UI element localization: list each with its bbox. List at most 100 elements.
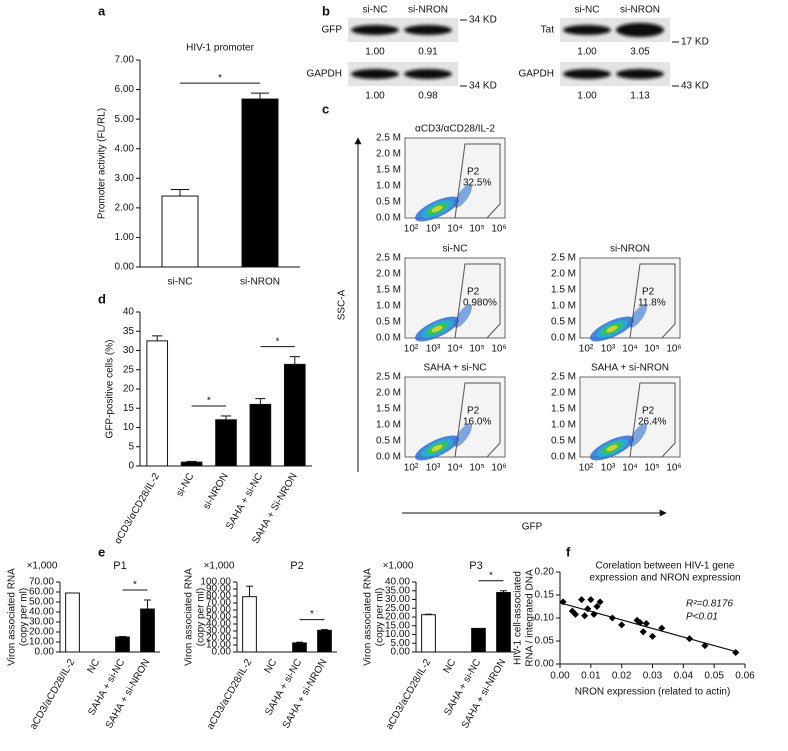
flow-x-tick: 10² bbox=[404, 463, 419, 474]
y-tick-label: 40.00 bbox=[385, 577, 410, 588]
y-tick-label: 30.00 bbox=[385, 594, 410, 605]
x-tick-label: 0.05 bbox=[704, 671, 724, 682]
y-tick-label: 60.00 bbox=[206, 605, 231, 616]
flow-x-tick: 10⁵ bbox=[644, 344, 659, 355]
y-tick-label: 10.00 bbox=[29, 637, 54, 648]
flow-x-tick: 10⁶ bbox=[491, 344, 506, 355]
x-axis-label: NRON expression (related to actin) bbox=[575, 687, 731, 698]
point bbox=[587, 596, 595, 604]
y-tick-label: 100.00 bbox=[200, 577, 231, 588]
density-cloud bbox=[431, 205, 443, 213]
x-tick-label: 0.04 bbox=[674, 671, 694, 682]
y-tick-label: 80.00 bbox=[206, 591, 231, 602]
x-tick-label: si-NRON bbox=[201, 471, 231, 511]
flow-y-tick: 2.5 M bbox=[551, 253, 576, 264]
protein-label: GAPDH bbox=[306, 69, 342, 80]
x-tick-label: si-NC bbox=[174, 471, 196, 498]
flow-x-tick: 10⁵ bbox=[469, 463, 484, 474]
bar bbox=[496, 592, 511, 653]
chart-title: Corelation between HIV-1 gene bbox=[596, 561, 735, 572]
chart-title: P3 bbox=[469, 560, 482, 572]
bar bbox=[249, 403, 272, 467]
gate bbox=[629, 263, 676, 339]
flow-y-tick: 2.0 M bbox=[376, 269, 401, 280]
y-multiplier: ×1,000 bbox=[383, 561, 414, 572]
y-tick-label: 25.00 bbox=[385, 603, 410, 614]
band-value: 1.13 bbox=[630, 91, 650, 102]
flow-y-tick: 2.0 M bbox=[376, 388, 401, 399]
chart-title: expression and NRON expression bbox=[589, 573, 740, 584]
x-tick-label: si-NC bbox=[168, 277, 193, 288]
point bbox=[590, 610, 598, 618]
y-tick-label: 70.00 bbox=[29, 577, 54, 588]
y-tick-label: 0.05 bbox=[535, 636, 555, 647]
x-tick-label: SAHA + si-NC bbox=[224, 471, 265, 531]
density-cloud bbox=[453, 423, 473, 447]
blot-band bbox=[351, 25, 399, 35]
flow-y-tick: 2.5 M bbox=[376, 133, 401, 144]
flow-y-tick: 1.0 M bbox=[551, 420, 576, 431]
density-cloud bbox=[606, 325, 618, 333]
flow-y-tick: 0.0 M bbox=[376, 452, 401, 463]
y-tick-label: 15 bbox=[123, 403, 135, 414]
point bbox=[636, 619, 644, 627]
bar bbox=[215, 419, 237, 467]
bar bbox=[140, 608, 155, 653]
density-cloud bbox=[606, 444, 618, 452]
flow-x-tick: 10² bbox=[579, 463, 594, 474]
point bbox=[571, 610, 579, 618]
y-axis-label: GFP-positive cells (%) bbox=[105, 340, 116, 439]
y-tick-label: 25 bbox=[123, 364, 135, 375]
bar bbox=[180, 461, 203, 467]
y-tick-label: 0.00 bbox=[35, 647, 55, 658]
x-tick-label: 0.01 bbox=[581, 671, 601, 682]
x-tick-label: aCD3/aCD28/IL-2 bbox=[28, 657, 77, 732]
y-axis-label: Viron associated RNA bbox=[363, 568, 374, 666]
flow-x-tick: 10² bbox=[579, 344, 594, 355]
annotation: P<0.01 bbox=[686, 612, 718, 623]
point bbox=[732, 648, 740, 657]
flow-y-tick: 1.5 M bbox=[376, 404, 401, 415]
blot-band bbox=[563, 69, 611, 79]
flow-x-tick: 10² bbox=[404, 344, 419, 355]
flow-y-tick: 0.5 M bbox=[376, 317, 401, 328]
density-cloud bbox=[628, 423, 648, 447]
flow-y-label: SSC-A bbox=[337, 289, 348, 320]
flow-x-tick: 10⁴ bbox=[622, 344, 637, 355]
flow-y-tick: 1.5 M bbox=[376, 285, 401, 296]
x-tick-label: aCD3/aCD28/IL-2 bbox=[205, 657, 254, 732]
y-tick-label: 20.00 bbox=[385, 612, 410, 623]
gate-percent: 32.5% bbox=[463, 178, 491, 189]
trendline bbox=[559, 602, 736, 653]
flow-x-tick: 10³ bbox=[426, 224, 441, 235]
blot-band bbox=[616, 69, 664, 79]
y-tick-label: 40.00 bbox=[29, 607, 54, 618]
gate bbox=[454, 382, 501, 458]
flow-x-tick: 10³ bbox=[601, 344, 616, 355]
flow-title: SAHA + si-NC bbox=[423, 363, 486, 374]
band-value: 1.00 bbox=[365, 47, 385, 58]
x-tick-label: 0.06 bbox=[735, 671, 755, 682]
significance-label: * bbox=[276, 336, 280, 347]
y-tick-label: 10.00 bbox=[385, 629, 410, 640]
flow-x-tick: 10⁵ bbox=[644, 463, 659, 474]
blot-band bbox=[351, 69, 399, 79]
panel-label: f bbox=[566, 544, 571, 559]
blot-band bbox=[616, 23, 664, 37]
panel-label: d bbox=[98, 291, 106, 306]
band-value: 1.00 bbox=[577, 47, 597, 58]
flow-x-tick: 10⁴ bbox=[447, 224, 462, 235]
flow-x-tick: 10³ bbox=[601, 463, 616, 474]
size-marker: 34 KD bbox=[469, 15, 497, 26]
y-tick-label: 30.00 bbox=[206, 626, 231, 637]
y-tick-label: 10 bbox=[123, 422, 135, 433]
significance-label: * bbox=[133, 580, 137, 591]
flow-y-tick: 1.0 M bbox=[376, 301, 401, 312]
y-axis-label: Viron associated RNA bbox=[184, 568, 195, 666]
y-axis-label: (copy per ml) bbox=[196, 588, 207, 646]
flow-y-tick: 1.0 M bbox=[551, 301, 576, 312]
bar bbox=[283, 363, 306, 467]
point bbox=[685, 635, 694, 643]
x-tick-label: NC bbox=[86, 657, 103, 675]
y-tick-label: 0.00 bbox=[115, 262, 135, 273]
